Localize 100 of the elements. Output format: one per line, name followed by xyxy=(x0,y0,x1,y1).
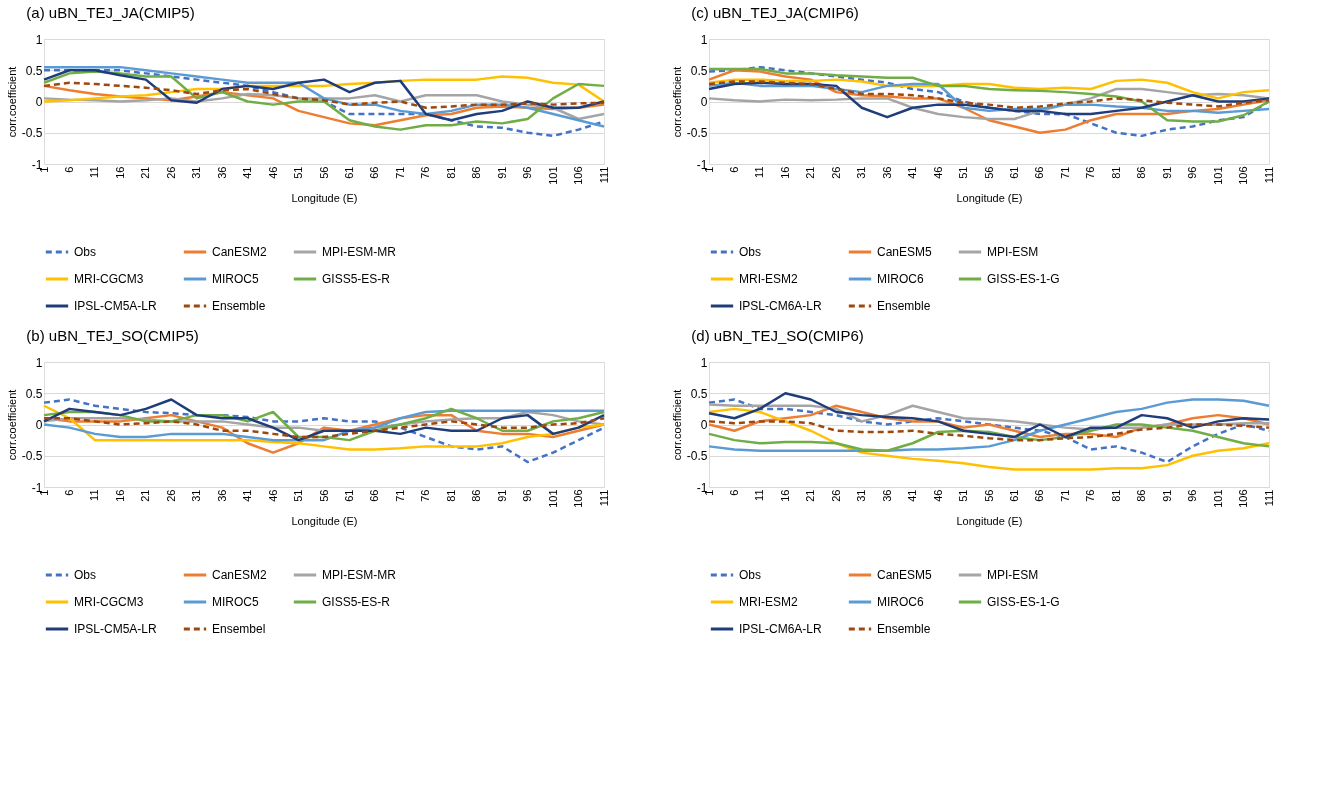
x-tick-label: 61 xyxy=(342,489,355,502)
legend-label: MIROC6 xyxy=(877,595,924,609)
legend-label: IPSL-CM6A-LR xyxy=(739,299,823,313)
legend-label: GISS5-ES-R xyxy=(322,272,391,286)
x-tick-label: 81 xyxy=(1109,489,1122,502)
legend-label: MPI-ESM-MR xyxy=(322,245,397,259)
line-series xyxy=(707,407,1271,471)
x-tick-label: 21 xyxy=(804,489,817,502)
y-tick-label: 0.5 xyxy=(690,63,708,78)
x-tick-label: 16 xyxy=(778,166,791,179)
x-tick-label: 71 xyxy=(1058,166,1071,179)
x-tick-label: 91 xyxy=(495,166,508,179)
x-tick-label: 81 xyxy=(1109,166,1122,179)
x-tick-label: 111 xyxy=(1262,166,1275,184)
x-tick-label: 56 xyxy=(317,489,330,502)
x-axis-title: Longitude (E) xyxy=(956,514,1023,527)
x-tick-label: 41 xyxy=(906,489,919,502)
x-tick-label: 26 xyxy=(164,166,177,179)
x-tick-label: 96 xyxy=(521,489,534,502)
text: (a) uBN_TEJ_JA(CMIP5) xyxy=(26,4,195,21)
x-tick-label: 106 xyxy=(1237,489,1250,508)
y-tick-label: 0.5 xyxy=(25,386,43,401)
x-tick-label: 111 xyxy=(1262,489,1275,507)
y-tick-label: 0 xyxy=(35,95,43,109)
x-tick-label: 66 xyxy=(368,489,381,502)
line-series xyxy=(42,404,606,451)
y-axis-title: corr.coefficient xyxy=(5,66,18,138)
x-tick-label: 36 xyxy=(215,166,228,179)
y-axis-title: corr.coefficient xyxy=(670,389,683,461)
x-tick-label: 31 xyxy=(855,166,868,179)
legend-label: MRI-ESM2 xyxy=(739,272,798,286)
x-tick-label: 66 xyxy=(368,166,381,179)
x-tick-label: 16 xyxy=(778,489,791,502)
legend-label: Ensembel xyxy=(212,622,266,636)
x-tick-label: 91 xyxy=(495,489,508,502)
x-tick-label: 26 xyxy=(829,166,842,179)
x-tick-label: 71 xyxy=(1058,489,1071,502)
legend-label: GISS5-ES-R xyxy=(322,595,391,609)
line-series xyxy=(42,398,606,442)
x-tick-label: 6 xyxy=(62,166,75,173)
x-tick-label: 86 xyxy=(1135,166,1148,179)
legend-label: GISS-ES-1-G xyxy=(987,595,1060,609)
x-axis-title: Longitude (E) xyxy=(291,191,358,204)
x-tick-label: 46 xyxy=(931,489,944,502)
legend-label: MRI-ESM2 xyxy=(739,595,798,609)
x-tick-label: 96 xyxy=(521,166,534,179)
line-series xyxy=(707,392,1271,439)
legend-label: Ensemble xyxy=(877,622,931,636)
x-axis-title: Longitude (E) xyxy=(291,514,358,527)
x-tick-label: 11 xyxy=(88,166,101,178)
legend-label: MRI-CGCM3 xyxy=(74,595,144,609)
x-tick-label: 61 xyxy=(1007,166,1020,179)
y-axis-title: corr.coefficient xyxy=(5,389,18,461)
legend-label: CanESM2 xyxy=(212,568,268,582)
x-tick-label: 66 xyxy=(1033,166,1046,179)
x-tick-label: 36 xyxy=(215,489,228,502)
x-tick-label: 111 xyxy=(597,166,610,184)
x-tick-label: 76 xyxy=(1084,489,1097,502)
x-axis-title: Longitude (E) xyxy=(956,191,1023,204)
x-tick-label: 16 xyxy=(113,489,126,502)
x-tick-label: 36 xyxy=(880,166,893,179)
y-tick-label: 0 xyxy=(700,95,708,109)
x-tick-label: 61 xyxy=(342,166,355,179)
y-tick-label: 1 xyxy=(700,32,708,47)
x-tick-label: 56 xyxy=(982,166,995,179)
x-tick-label: 96 xyxy=(1186,166,1199,179)
legend-label: MPI-ESM xyxy=(987,245,1039,259)
x-tick-label: 71 xyxy=(393,489,406,502)
y-tick-label: 0 xyxy=(35,418,43,432)
x-tick-label: 101 xyxy=(1211,166,1224,185)
line-series xyxy=(707,78,1271,100)
x-tick-label: 46 xyxy=(266,166,279,179)
x-tick-label: 46 xyxy=(931,166,944,179)
x-tick-label: 86 xyxy=(470,489,483,502)
x-tick-label: 81 xyxy=(444,489,457,502)
y-tick-label: 1 xyxy=(35,32,43,47)
line-series xyxy=(707,398,1271,464)
x-tick-label: 86 xyxy=(470,166,483,179)
y-tick-label: -0.5 xyxy=(686,126,708,141)
x-tick-label: 101 xyxy=(546,489,559,508)
text: (b) uBN_TEJ_SO(CMIP5) xyxy=(26,327,199,344)
y-axis-title: corr.coefficient xyxy=(670,66,683,138)
legend-label: CanESM2 xyxy=(212,245,268,259)
x-tick-label: 31 xyxy=(190,489,203,502)
x-tick-label: 11 xyxy=(88,489,101,501)
y-tick-label: -0.5 xyxy=(21,449,43,464)
y-tick-label: 1 xyxy=(700,355,708,370)
x-tick-label: 96 xyxy=(1186,489,1199,502)
legend-label: MPI-ESM xyxy=(987,568,1039,582)
legend-label: IPSL-CM5A-LR xyxy=(74,622,158,636)
x-tick-label: 6 xyxy=(727,489,740,496)
x-tick-label: 31 xyxy=(190,166,203,179)
legend-label: MIROC6 xyxy=(877,272,924,286)
legend-label: CanESM5 xyxy=(877,245,933,259)
y-tick-label: -0.5 xyxy=(21,126,43,141)
x-tick-label: 51 xyxy=(957,166,970,179)
x-tick-label: 101 xyxy=(546,166,559,185)
x-tick-label: 41 xyxy=(241,489,254,502)
line-series xyxy=(42,417,606,439)
x-tick-label: 41 xyxy=(906,166,919,179)
